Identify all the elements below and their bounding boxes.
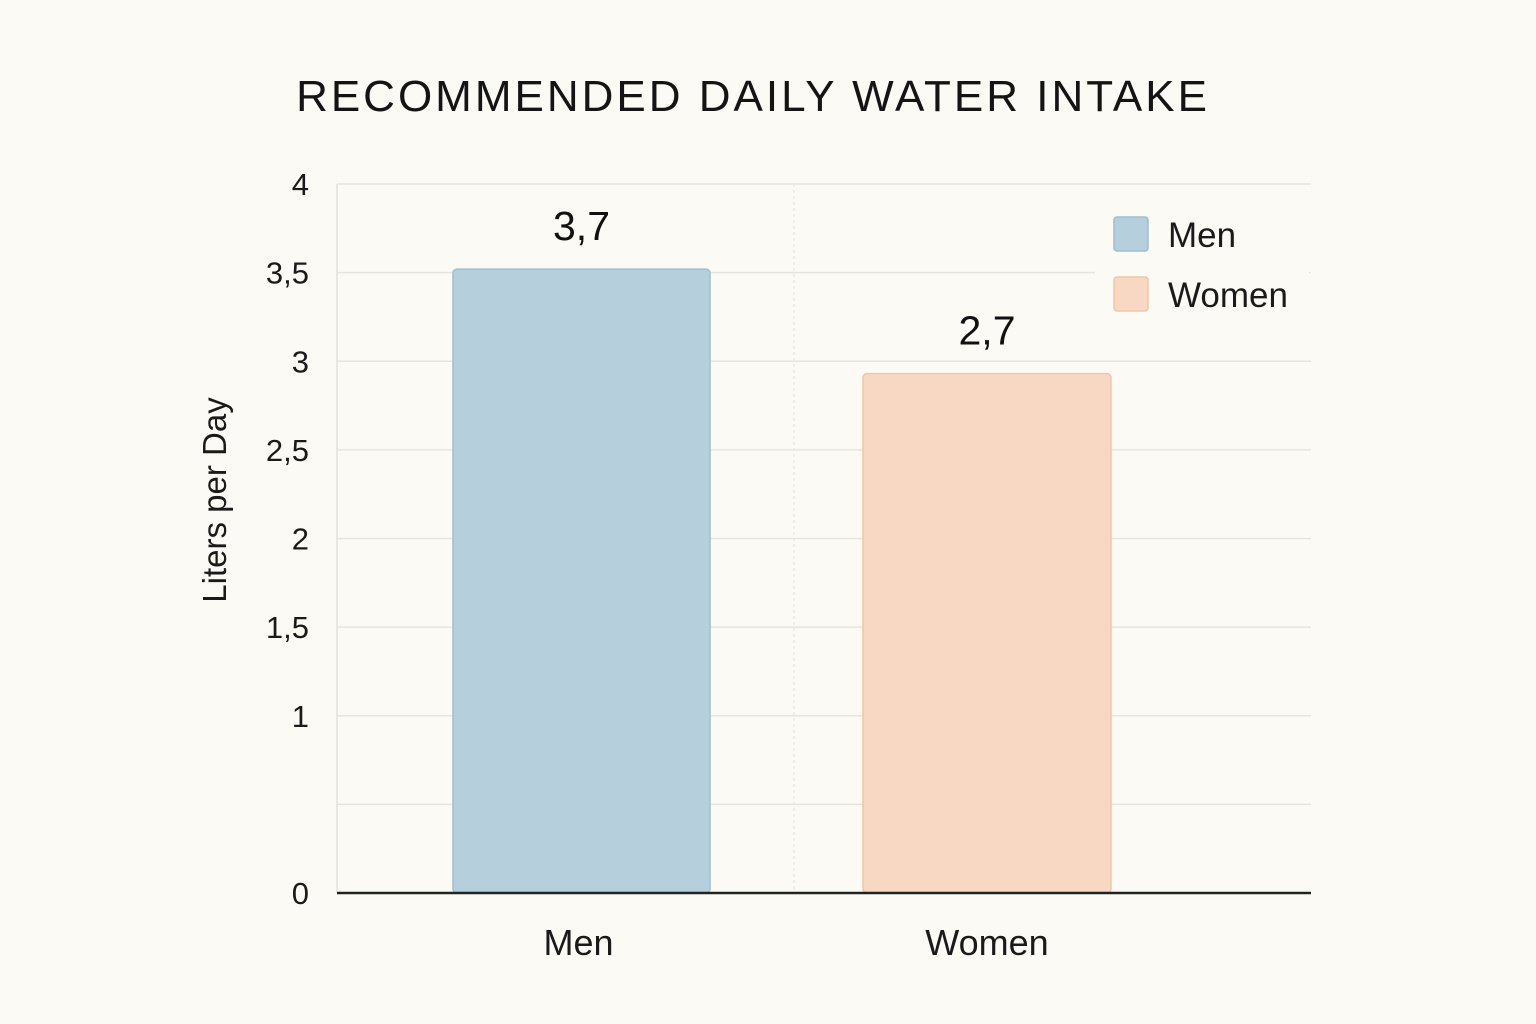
labels: 0 1 1,5 2 2,5 3 3,5 4 3,7 Men 2,7 Women Liters per D… xyxy=(196,167,1049,963)
y-tick-label: 2 xyxy=(292,522,309,557)
x-tick-label-men: Men xyxy=(543,922,613,963)
data-label-women: 2,7 xyxy=(959,308,1016,354)
y-tick-label: 0 xyxy=(292,876,309,911)
y-tick-label: 4 xyxy=(292,167,309,202)
bar-men xyxy=(452,268,711,894)
y-tick-label: 3 xyxy=(292,344,309,379)
data-label-men: 3,7 xyxy=(553,203,610,249)
y-tick-label: 2,5 xyxy=(266,433,309,468)
y-tick-label: 3,5 xyxy=(266,256,309,291)
bar-women xyxy=(862,372,1112,894)
legend-label-men: Men xyxy=(1168,216,1236,255)
y-axis-title: Liters per Day xyxy=(196,397,233,603)
legend-swatch-women xyxy=(1113,276,1149,312)
legend: Men Women xyxy=(1095,205,1309,325)
chart-title: RECOMMENDED DAILY WATER INTAKE xyxy=(296,72,1210,121)
y-tick-label: 1 xyxy=(292,699,309,734)
y-tick-label: 1,5 xyxy=(266,610,309,645)
legend-label-women: Women xyxy=(1168,276,1288,315)
legend-swatch-men xyxy=(1113,216,1149,252)
bars xyxy=(452,268,1112,894)
x-tick-label-women: Women xyxy=(925,922,1048,963)
